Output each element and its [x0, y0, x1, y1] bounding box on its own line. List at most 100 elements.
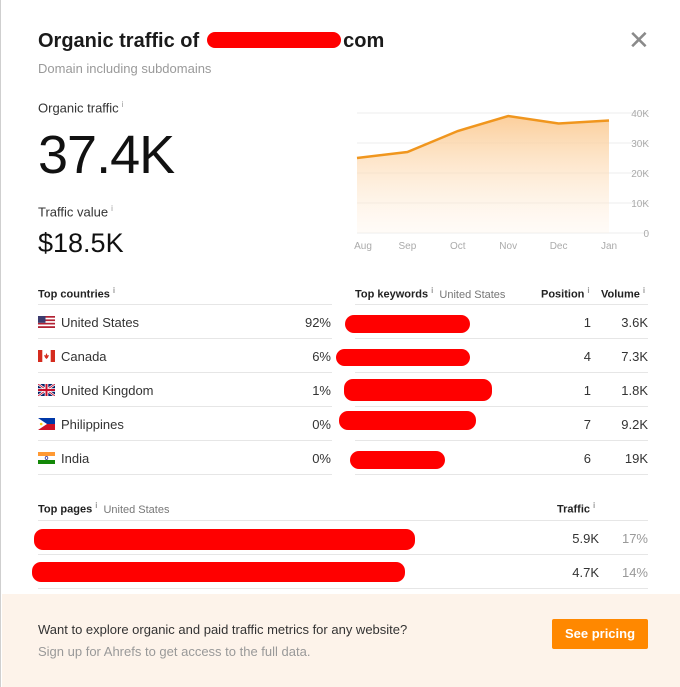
chart-y-tick-label: 20K [631, 169, 649, 180]
us-flag-icon [38, 316, 55, 328]
top-countries-title: Top countries [38, 288, 110, 301]
country-share: 92% [304, 315, 331, 330]
page-title: Organic traffic of com [38, 30, 384, 53]
country-name[interactable]: India [61, 451, 90, 466]
close-icon[interactable]: ✕ [628, 25, 650, 55]
divider [38, 520, 648, 521]
volume-header: Volume i [601, 286, 645, 301]
redacted-keyword [344, 379, 492, 401]
chart-x-tick-label: Oct [450, 241, 466, 252]
see-pricing-button[interactable]: See pricing [552, 619, 648, 649]
pages-region: United States [103, 503, 170, 516]
page-traffic: 5.9K [572, 531, 599, 546]
title-suffix: com [343, 30, 385, 52]
info-icon[interactable]: i [121, 100, 124, 109]
divider [355, 338, 648, 339]
chart-x-tick-label: Dec [550, 241, 568, 252]
info-icon[interactable]: i [431, 286, 434, 295]
upsell-subtext: Sign up for Ahrefs to get access to the … [38, 644, 311, 659]
divider [38, 304, 332, 305]
divider [38, 474, 332, 475]
traffic-value-label: Traffic value i [38, 204, 113, 219]
uk-flag-icon [38, 384, 55, 396]
chart-y-tick-label: 0 [643, 229, 649, 240]
organic-traffic-label: Organic traffic i [38, 100, 123, 115]
keywords-region: United States [439, 288, 506, 301]
redacted-page-url [34, 529, 415, 550]
india-flag-icon [38, 452, 55, 464]
keyword-position: 6 [583, 451, 591, 466]
info-icon[interactable]: i [587, 286, 590, 295]
page-traffic-share: 17% [621, 531, 648, 546]
top-pages-title: Top pages [38, 503, 93, 516]
top-keywords-title: Top keywords [355, 288, 429, 301]
info-icon[interactable]: i [95, 501, 98, 510]
divider [38, 554, 648, 555]
redacted-keyword [345, 315, 470, 333]
redacted-keyword [336, 349, 470, 366]
divider [38, 588, 648, 589]
organic-traffic-label-text: Organic traffic [38, 100, 119, 116]
redacted-keyword [350, 451, 445, 469]
volume-title: Volume [601, 288, 640, 301]
country-name[interactable]: United Kingdom [61, 383, 154, 398]
country-share: 0% [312, 451, 331, 466]
keyword-position: 7 [583, 417, 591, 432]
info-icon[interactable]: i [111, 204, 113, 213]
chart-y-tick-label: 30K [631, 139, 649, 150]
traffic-value: $18.5K [38, 228, 124, 258]
page-traffic: 4.7K [572, 565, 599, 580]
page-subtitle: Domain including subdomains [38, 61, 212, 76]
upsell-text: Want to explore organic and paid traffic… [38, 622, 408, 637]
divider [38, 338, 332, 339]
page-traffic-share: 14% [621, 565, 648, 580]
chart-series-line [356, 114, 610, 160]
chart-x-tick-label: Jan [601, 241, 617, 252]
keyword-position: 4 [583, 349, 591, 364]
info-icon[interactable]: i [112, 286, 116, 295]
keyword-position: 1 [583, 383, 591, 398]
redacted-domain [207, 32, 342, 48]
keyword-volume: 1.8K [621, 383, 648, 398]
keyword-volume: 19K [624, 451, 648, 466]
top-countries-header: Top countries i [38, 286, 115, 301]
keyword-volume: 9.2K [621, 417, 648, 432]
keyword-volume: 7.3K [621, 349, 648, 364]
divider [355, 372, 648, 373]
chart-area-fill [357, 116, 609, 233]
chart-y-tick-label: 10K [631, 199, 649, 210]
country-name[interactable]: United States [61, 315, 140, 330]
traffic-value-label-text: Traffic value [38, 204, 109, 220]
traffic-header: Traffic i [557, 501, 595, 516]
chart-x-tick-label: Aug [354, 241, 372, 252]
top-pages-header: Top pages i United States [38, 501, 169, 516]
keyword-position: 1 [583, 315, 591, 330]
title-prefix: Organic traffic of [38, 30, 200, 52]
country-share: 6% [312, 349, 331, 364]
divider [38, 440, 332, 441]
country-name[interactable]: Canada [61, 349, 107, 364]
philippines-flag-icon [38, 418, 55, 430]
redacted-keyword [339, 411, 476, 430]
divider [38, 372, 332, 373]
divider [355, 406, 648, 407]
keyword-volume: 3.6K [621, 315, 648, 330]
redacted-page-url [32, 562, 405, 582]
info-icon[interactable]: i [593, 501, 596, 510]
chart-x-tick-label: Nov [499, 241, 517, 252]
chart-x-tick-label: Sep [399, 241, 417, 252]
traffic-chart: Aug Sep Oct Nov Dec Jan 40K 30K 20K 10K 0 [354, 109, 649, 252]
traffic-title: Traffic [557, 503, 591, 516]
divider [38, 406, 332, 407]
info-icon[interactable]: i [642, 286, 646, 295]
canada-flag-icon [38, 350, 55, 362]
country-name[interactable]: Philippines [61, 417, 124, 432]
chart-y-tick-label: 40K [631, 109, 649, 120]
country-share: 1% [312, 383, 331, 398]
country-share: 0% [312, 417, 331, 432]
divider [355, 440, 648, 441]
position-title: Position [541, 288, 585, 301]
position-header: Position i [541, 286, 590, 301]
divider [355, 304, 648, 305]
